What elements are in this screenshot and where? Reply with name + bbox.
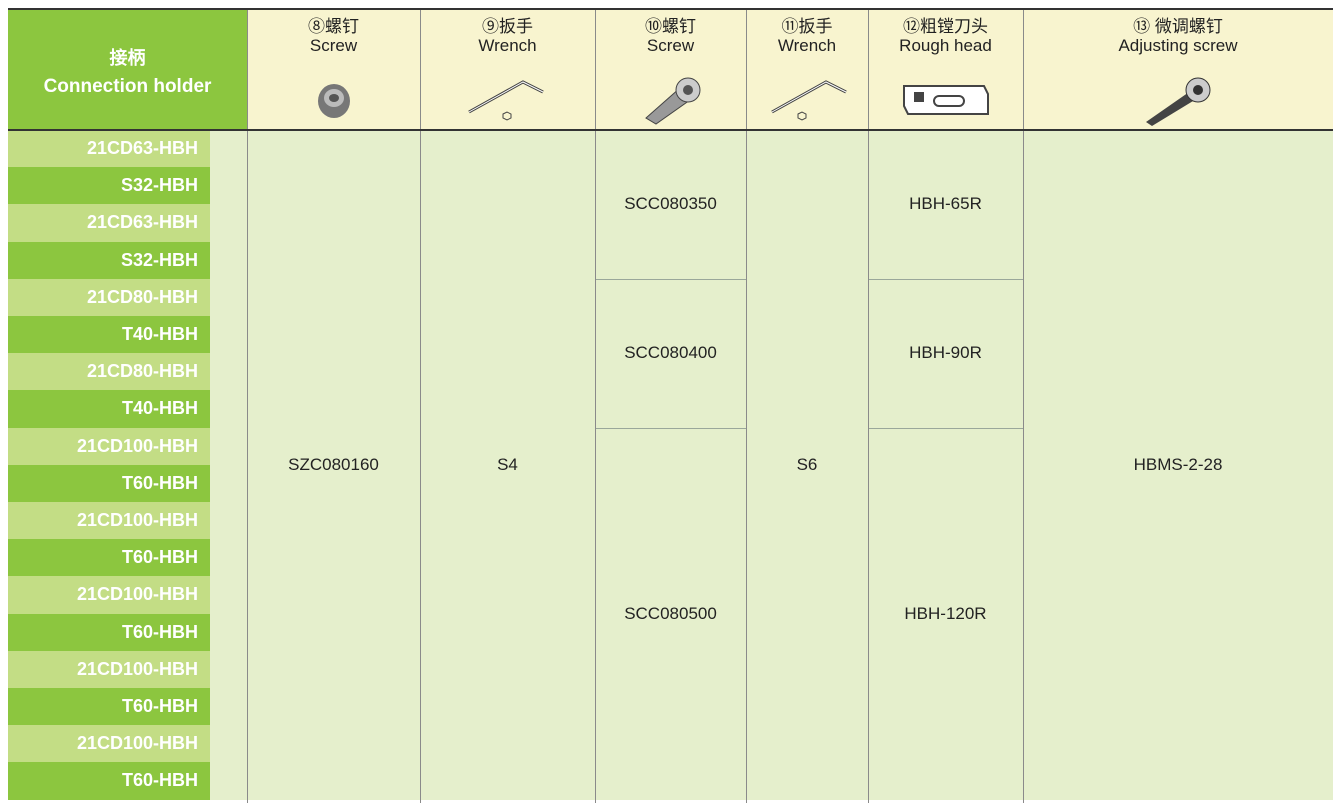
row-divider	[595, 278, 746, 280]
column-divider	[868, 8, 869, 803]
table-cell: HBH-120R	[904, 603, 987, 623]
column-subtitle: Screw	[309, 36, 358, 55]
row-divider	[868, 427, 1023, 429]
column-title: ⑨扳手	[482, 17, 533, 36]
table-cell: S4	[497, 454, 518, 474]
column-divider	[1023, 8, 1024, 803]
holder-cell: 21CD100-HBH	[8, 576, 210, 614]
table-cell: HBH-65R	[909, 194, 982, 214]
column-title: ⑬ 微调螺钉	[1133, 17, 1223, 36]
column-subtitle: Wrench	[478, 36, 537, 55]
column-title: ⑪扳手	[781, 17, 833, 36]
holder-cell: T40-HBH	[8, 390, 210, 428]
holder-cell: 21CD100-HBH	[8, 650, 210, 688]
table-cell: SZC080160	[288, 454, 379, 474]
adjusting-screw-icon	[1146, 77, 1211, 126]
column-title: ⑫粗镗刀头	[903, 17, 988, 36]
column-divider	[420, 8, 421, 803]
wrench-icon	[771, 80, 847, 121]
header-subtitle: Connection holder	[43, 76, 212, 97]
holder-cell: T60-HBH	[8, 688, 210, 726]
column-subtitle: Rough head	[899, 36, 992, 55]
holder-cell: 21CD80-HBH	[8, 278, 210, 316]
holder-cell: T60-HBH	[8, 613, 210, 651]
table-cell: HBH-90R	[909, 343, 982, 363]
table-cell: SCC080400	[624, 343, 717, 363]
table-cell: SCC080350	[624, 194, 717, 214]
rough-head-icon	[903, 85, 989, 115]
table-cell: S6	[796, 454, 818, 474]
column-title: ⑩螺钉	[645, 17, 696, 36]
holder-cell: 21CD63-HBH	[8, 204, 210, 242]
header-bg	[247, 8, 1333, 130]
column-subtitle: Adjusting screw	[1118, 36, 1238, 55]
table-cell: HBMS-2-28	[1133, 454, 1223, 474]
row-divider	[868, 278, 1023, 280]
header-rule	[8, 129, 1333, 131]
holder-cell: 21CD100-HBH	[8, 502, 210, 540]
holder-cell: T40-HBH	[8, 316, 210, 354]
holder-cell: 21CD100-HBH	[8, 427, 210, 465]
screw-icon	[318, 84, 350, 118]
table-cell: SCC080500	[624, 603, 717, 623]
header-holder-bg	[8, 8, 247, 130]
column-divider	[247, 8, 248, 803]
holder-cell: 21CD63-HBH	[8, 130, 210, 168]
header-title: 接柄	[109, 48, 146, 68]
wrench-icon	[468, 80, 544, 121]
body-bg	[8, 130, 1333, 800]
column-title: ⑧螺钉	[308, 17, 359, 36]
holder-cell: T60-HBH	[8, 762, 210, 800]
top-rule	[8, 8, 1333, 10]
column-subtitle: Screw	[646, 36, 695, 55]
holder-cell: T60-HBH	[8, 464, 210, 502]
column-subtitle: Wrench	[777, 36, 837, 55]
holder-cell: T60-HBH	[8, 539, 210, 577]
screw-icon	[645, 77, 701, 125]
holder-cell: 21CD100-HBH	[8, 725, 210, 763]
row-divider	[595, 427, 746, 429]
holder-cell: S32-HBH	[8, 241, 210, 279]
column-divider	[595, 8, 596, 803]
holder-cell: 21CD80-HBH	[8, 353, 210, 391]
column-divider	[746, 8, 747, 803]
holder-cell: S32-HBH	[8, 167, 210, 205]
